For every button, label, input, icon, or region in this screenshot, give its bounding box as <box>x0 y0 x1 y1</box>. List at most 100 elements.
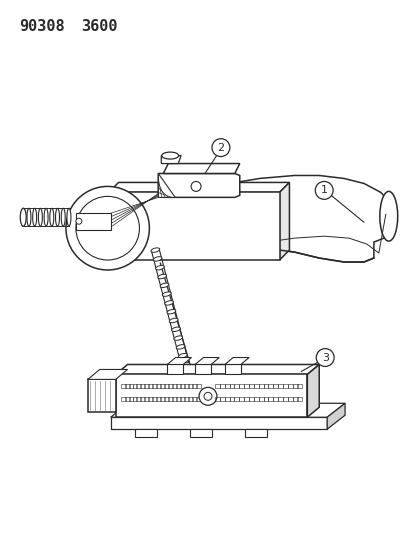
Bar <box>176 397 181 401</box>
Bar <box>244 384 249 389</box>
Polygon shape <box>167 365 183 375</box>
Circle shape <box>76 218 82 224</box>
Text: 2: 2 <box>217 143 224 152</box>
Polygon shape <box>110 403 344 417</box>
Polygon shape <box>190 429 211 437</box>
Polygon shape <box>163 164 239 173</box>
Bar <box>132 397 137 401</box>
Polygon shape <box>115 365 318 375</box>
Ellipse shape <box>379 191 397 241</box>
Polygon shape <box>167 358 191 365</box>
Bar <box>268 397 273 401</box>
Bar <box>172 397 177 401</box>
Bar <box>124 397 129 401</box>
Bar <box>188 384 192 389</box>
Bar <box>144 384 149 389</box>
Bar <box>160 397 165 401</box>
Bar <box>120 397 125 401</box>
Ellipse shape <box>61 208 65 226</box>
Bar <box>263 397 268 401</box>
Polygon shape <box>224 358 249 365</box>
Bar <box>164 397 169 401</box>
Ellipse shape <box>178 353 187 358</box>
Circle shape <box>315 181 332 199</box>
Bar <box>180 384 185 389</box>
Bar <box>196 397 201 401</box>
Bar <box>229 384 234 389</box>
Polygon shape <box>88 369 127 379</box>
Bar <box>253 384 258 389</box>
Ellipse shape <box>27 208 31 226</box>
Bar <box>192 397 197 401</box>
Polygon shape <box>110 417 326 429</box>
Bar <box>152 384 157 389</box>
Ellipse shape <box>33 208 37 226</box>
Circle shape <box>66 187 149 270</box>
Ellipse shape <box>176 345 185 349</box>
Circle shape <box>211 139 229 157</box>
Text: 3: 3 <box>321 352 328 362</box>
Ellipse shape <box>166 310 176 314</box>
Polygon shape <box>158 173 239 197</box>
Ellipse shape <box>161 152 178 159</box>
Polygon shape <box>224 365 240 375</box>
Circle shape <box>76 196 139 260</box>
Bar <box>136 397 141 401</box>
Bar <box>132 384 137 389</box>
Bar <box>192 384 197 389</box>
Bar <box>176 384 181 389</box>
Polygon shape <box>306 365 318 417</box>
Bar <box>297 384 302 389</box>
Bar <box>156 397 161 401</box>
Polygon shape <box>115 375 306 417</box>
Bar <box>184 384 189 389</box>
Polygon shape <box>279 182 289 260</box>
Bar <box>124 384 129 389</box>
Bar <box>297 397 302 401</box>
Ellipse shape <box>151 248 159 252</box>
Bar <box>287 397 292 401</box>
Ellipse shape <box>38 208 42 226</box>
Bar <box>239 397 244 401</box>
Bar <box>273 397 278 401</box>
Ellipse shape <box>21 208 25 226</box>
Bar <box>184 397 189 401</box>
Bar <box>156 384 161 389</box>
Bar <box>168 384 173 389</box>
Bar <box>160 384 165 389</box>
Bar <box>148 384 153 389</box>
Bar <box>164 384 169 389</box>
Bar <box>248 397 253 401</box>
Bar <box>140 384 145 389</box>
Polygon shape <box>108 182 289 192</box>
Ellipse shape <box>20 208 26 226</box>
Bar <box>248 384 253 389</box>
Polygon shape <box>219 175 393 262</box>
Polygon shape <box>326 403 344 429</box>
Bar <box>258 397 263 401</box>
Bar <box>234 397 239 401</box>
Bar <box>128 397 133 401</box>
Ellipse shape <box>171 327 180 332</box>
Bar <box>244 397 249 401</box>
Bar <box>172 384 177 389</box>
Ellipse shape <box>157 274 166 279</box>
Polygon shape <box>108 192 279 260</box>
Bar <box>136 384 141 389</box>
Ellipse shape <box>180 362 189 367</box>
Bar <box>144 397 149 401</box>
Bar <box>287 384 292 389</box>
Bar <box>278 397 282 401</box>
Circle shape <box>191 181 201 191</box>
Bar <box>219 384 224 389</box>
Ellipse shape <box>164 301 173 305</box>
Ellipse shape <box>160 283 169 287</box>
Ellipse shape <box>155 265 164 270</box>
Bar <box>273 384 278 389</box>
Polygon shape <box>158 173 175 197</box>
Bar <box>180 397 185 401</box>
Bar <box>188 397 192 401</box>
Ellipse shape <box>67 208 71 226</box>
Bar <box>152 397 157 401</box>
Polygon shape <box>76 213 110 230</box>
